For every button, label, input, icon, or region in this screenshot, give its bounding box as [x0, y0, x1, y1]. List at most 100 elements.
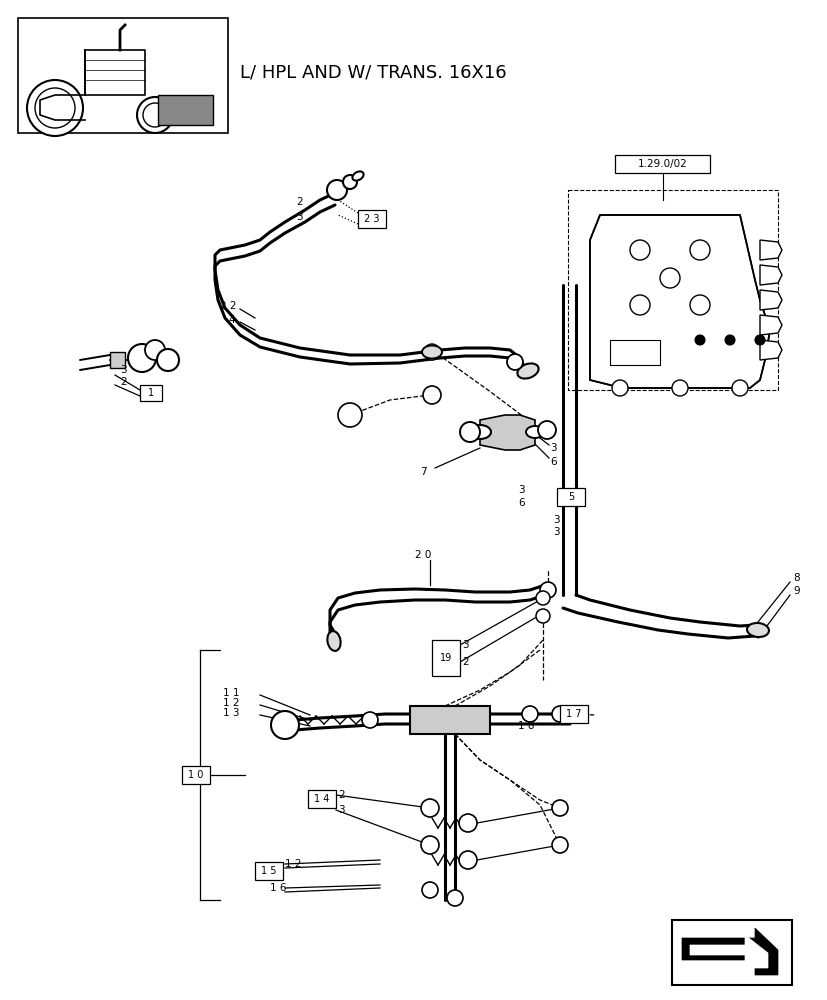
- Text: 1.29.0/02: 1.29.0/02: [637, 159, 686, 169]
- Text: 3: 3: [552, 515, 559, 525]
- Circle shape: [731, 380, 747, 396]
- Circle shape: [754, 335, 764, 345]
- Circle shape: [611, 380, 627, 396]
- Bar: [255, 862, 283, 880]
- Circle shape: [270, 711, 299, 739]
- Text: 9: 9: [792, 586, 799, 596]
- Circle shape: [506, 354, 523, 370]
- Polygon shape: [759, 315, 781, 335]
- Ellipse shape: [468, 425, 490, 439]
- Circle shape: [535, 591, 549, 605]
- Polygon shape: [759, 340, 781, 360]
- Circle shape: [538, 421, 555, 439]
- Text: 3: 3: [120, 365, 127, 375]
- Circle shape: [539, 582, 555, 598]
- Ellipse shape: [352, 171, 363, 181]
- Text: 3: 3: [337, 805, 344, 815]
- Circle shape: [157, 349, 179, 371]
- Bar: [672, 920, 791, 985]
- Text: 2: 2: [120, 377, 127, 387]
- Text: 1 5: 1 5: [261, 866, 276, 876]
- Polygon shape: [590, 215, 769, 388]
- Circle shape: [423, 344, 439, 360]
- Circle shape: [724, 335, 734, 345]
- Circle shape: [672, 380, 687, 396]
- Text: 2: 2: [461, 657, 468, 667]
- Bar: [559, 705, 587, 723]
- Circle shape: [143, 103, 167, 127]
- Circle shape: [535, 609, 549, 623]
- Circle shape: [128, 344, 155, 372]
- Bar: [409, 706, 490, 734]
- Text: 1 3: 1 3: [223, 708, 240, 718]
- Circle shape: [145, 340, 165, 360]
- Text: 6: 6: [518, 498, 524, 508]
- Circle shape: [27, 80, 83, 136]
- Text: 2: 2: [295, 197, 302, 207]
- Circle shape: [694, 335, 704, 345]
- Text: 3: 3: [552, 527, 559, 537]
- Circle shape: [460, 422, 480, 442]
- Text: 19: 19: [439, 653, 452, 663]
- Circle shape: [342, 175, 356, 189]
- Text: 2 3: 2 3: [364, 214, 380, 224]
- Circle shape: [458, 814, 476, 832]
- Polygon shape: [759, 290, 781, 310]
- Text: 1 6: 1 6: [270, 883, 286, 893]
- Ellipse shape: [422, 346, 442, 359]
- Circle shape: [447, 890, 462, 906]
- Polygon shape: [110, 352, 125, 368]
- Ellipse shape: [327, 631, 340, 651]
- Circle shape: [552, 837, 567, 853]
- Text: 1: 1: [148, 388, 154, 398]
- Text: 1 1: 1 1: [223, 688, 240, 698]
- Text: 1 8: 1 8: [518, 721, 534, 731]
- Circle shape: [420, 836, 438, 854]
- Bar: [432, 640, 460, 676]
- Circle shape: [35, 88, 75, 128]
- Bar: [567, 190, 777, 390]
- Circle shape: [552, 706, 567, 722]
- Text: 1 2: 1 2: [284, 859, 301, 869]
- Bar: [158, 95, 213, 125]
- Text: 3: 3: [549, 443, 556, 453]
- Circle shape: [659, 268, 679, 288]
- Text: 3: 3: [518, 485, 524, 495]
- Text: 1 0: 1 0: [188, 770, 203, 780]
- Bar: [140, 385, 162, 401]
- Circle shape: [629, 295, 649, 315]
- Polygon shape: [689, 935, 767, 968]
- Circle shape: [458, 851, 476, 869]
- Circle shape: [136, 97, 173, 133]
- Text: 1 4: 1 4: [314, 794, 329, 804]
- Circle shape: [420, 799, 438, 817]
- Circle shape: [689, 240, 709, 260]
- Ellipse shape: [525, 426, 543, 438]
- Bar: [308, 790, 336, 808]
- Text: L/ HPL AND W/ TRANS. 16X16: L/ HPL AND W/ TRANS. 16X16: [240, 63, 506, 81]
- Text: 6: 6: [549, 457, 556, 467]
- Circle shape: [629, 240, 649, 260]
- Circle shape: [327, 180, 347, 200]
- Text: 5: 5: [567, 492, 573, 502]
- Polygon shape: [480, 415, 534, 450]
- Circle shape: [422, 882, 437, 898]
- Circle shape: [423, 386, 441, 404]
- Bar: [357, 210, 385, 228]
- Ellipse shape: [746, 623, 768, 637]
- Bar: [609, 340, 659, 365]
- Text: 4: 4: [227, 315, 234, 325]
- Circle shape: [337, 403, 361, 427]
- Text: 1 7: 1 7: [566, 709, 581, 719]
- Circle shape: [521, 706, 538, 722]
- Polygon shape: [759, 265, 781, 285]
- Bar: [614, 155, 709, 173]
- Text: 3: 3: [461, 640, 468, 650]
- Polygon shape: [759, 240, 781, 260]
- Text: 1 2: 1 2: [223, 698, 240, 708]
- Text: 7: 7: [419, 467, 426, 477]
- Ellipse shape: [517, 363, 538, 379]
- Text: 8: 8: [792, 573, 799, 583]
- Circle shape: [552, 800, 567, 816]
- Text: 2 0: 2 0: [414, 550, 431, 560]
